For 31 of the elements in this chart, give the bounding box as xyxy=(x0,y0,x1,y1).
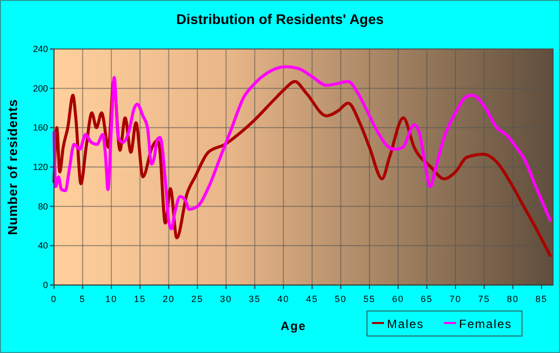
x-axis-title: Age xyxy=(280,319,306,333)
y-tick-label: 200 xyxy=(32,83,48,94)
x-tick-label: 5 xyxy=(80,294,86,304)
x-tick-label: 80 xyxy=(506,294,519,304)
x-tick-label: 20 xyxy=(162,294,175,304)
x-tick-label: 65 xyxy=(420,294,433,304)
y-tick-label: 0 xyxy=(42,280,48,290)
y-axis-title: Number of residents xyxy=(5,99,20,235)
x-tick-label: 55 xyxy=(363,294,376,304)
chart-title: Distribution of Residents' Ages xyxy=(176,11,384,27)
y-tick-label: 240 xyxy=(32,44,48,54)
x-tick-label: 30 xyxy=(220,294,232,304)
line-series xyxy=(52,65,552,230)
x-tick-label: 50 xyxy=(334,294,347,304)
y-tick-label: 160 xyxy=(32,122,48,133)
x-tick-label: 0 xyxy=(50,294,58,304)
x-tick-label: 25 xyxy=(191,294,204,304)
x-tick-label: 35 xyxy=(248,294,261,304)
y-tick-label: 40 xyxy=(38,240,48,251)
y-tick-label: 120 xyxy=(32,162,48,172)
y-tick-label: 80 xyxy=(38,201,48,212)
x-tick-label: 85 xyxy=(536,294,548,304)
x-tick-label: 70 xyxy=(449,294,462,304)
x-tick-label: 15 xyxy=(134,294,146,304)
x-tick-label: 10 xyxy=(105,294,118,304)
x-tick-label: 40 xyxy=(277,294,290,304)
x-tick-label: 60 xyxy=(392,294,404,304)
legend-label: Females xyxy=(459,317,512,331)
legend-label: Males xyxy=(387,317,424,331)
x-tick-label: 45 xyxy=(306,294,318,304)
x-tick-label: 75 xyxy=(478,294,490,304)
